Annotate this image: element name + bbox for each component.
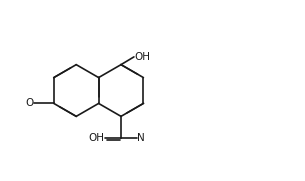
Text: OH: OH: [135, 52, 150, 62]
Text: OH: OH: [88, 133, 104, 143]
Text: O: O: [26, 98, 34, 108]
Text: N: N: [137, 133, 145, 143]
